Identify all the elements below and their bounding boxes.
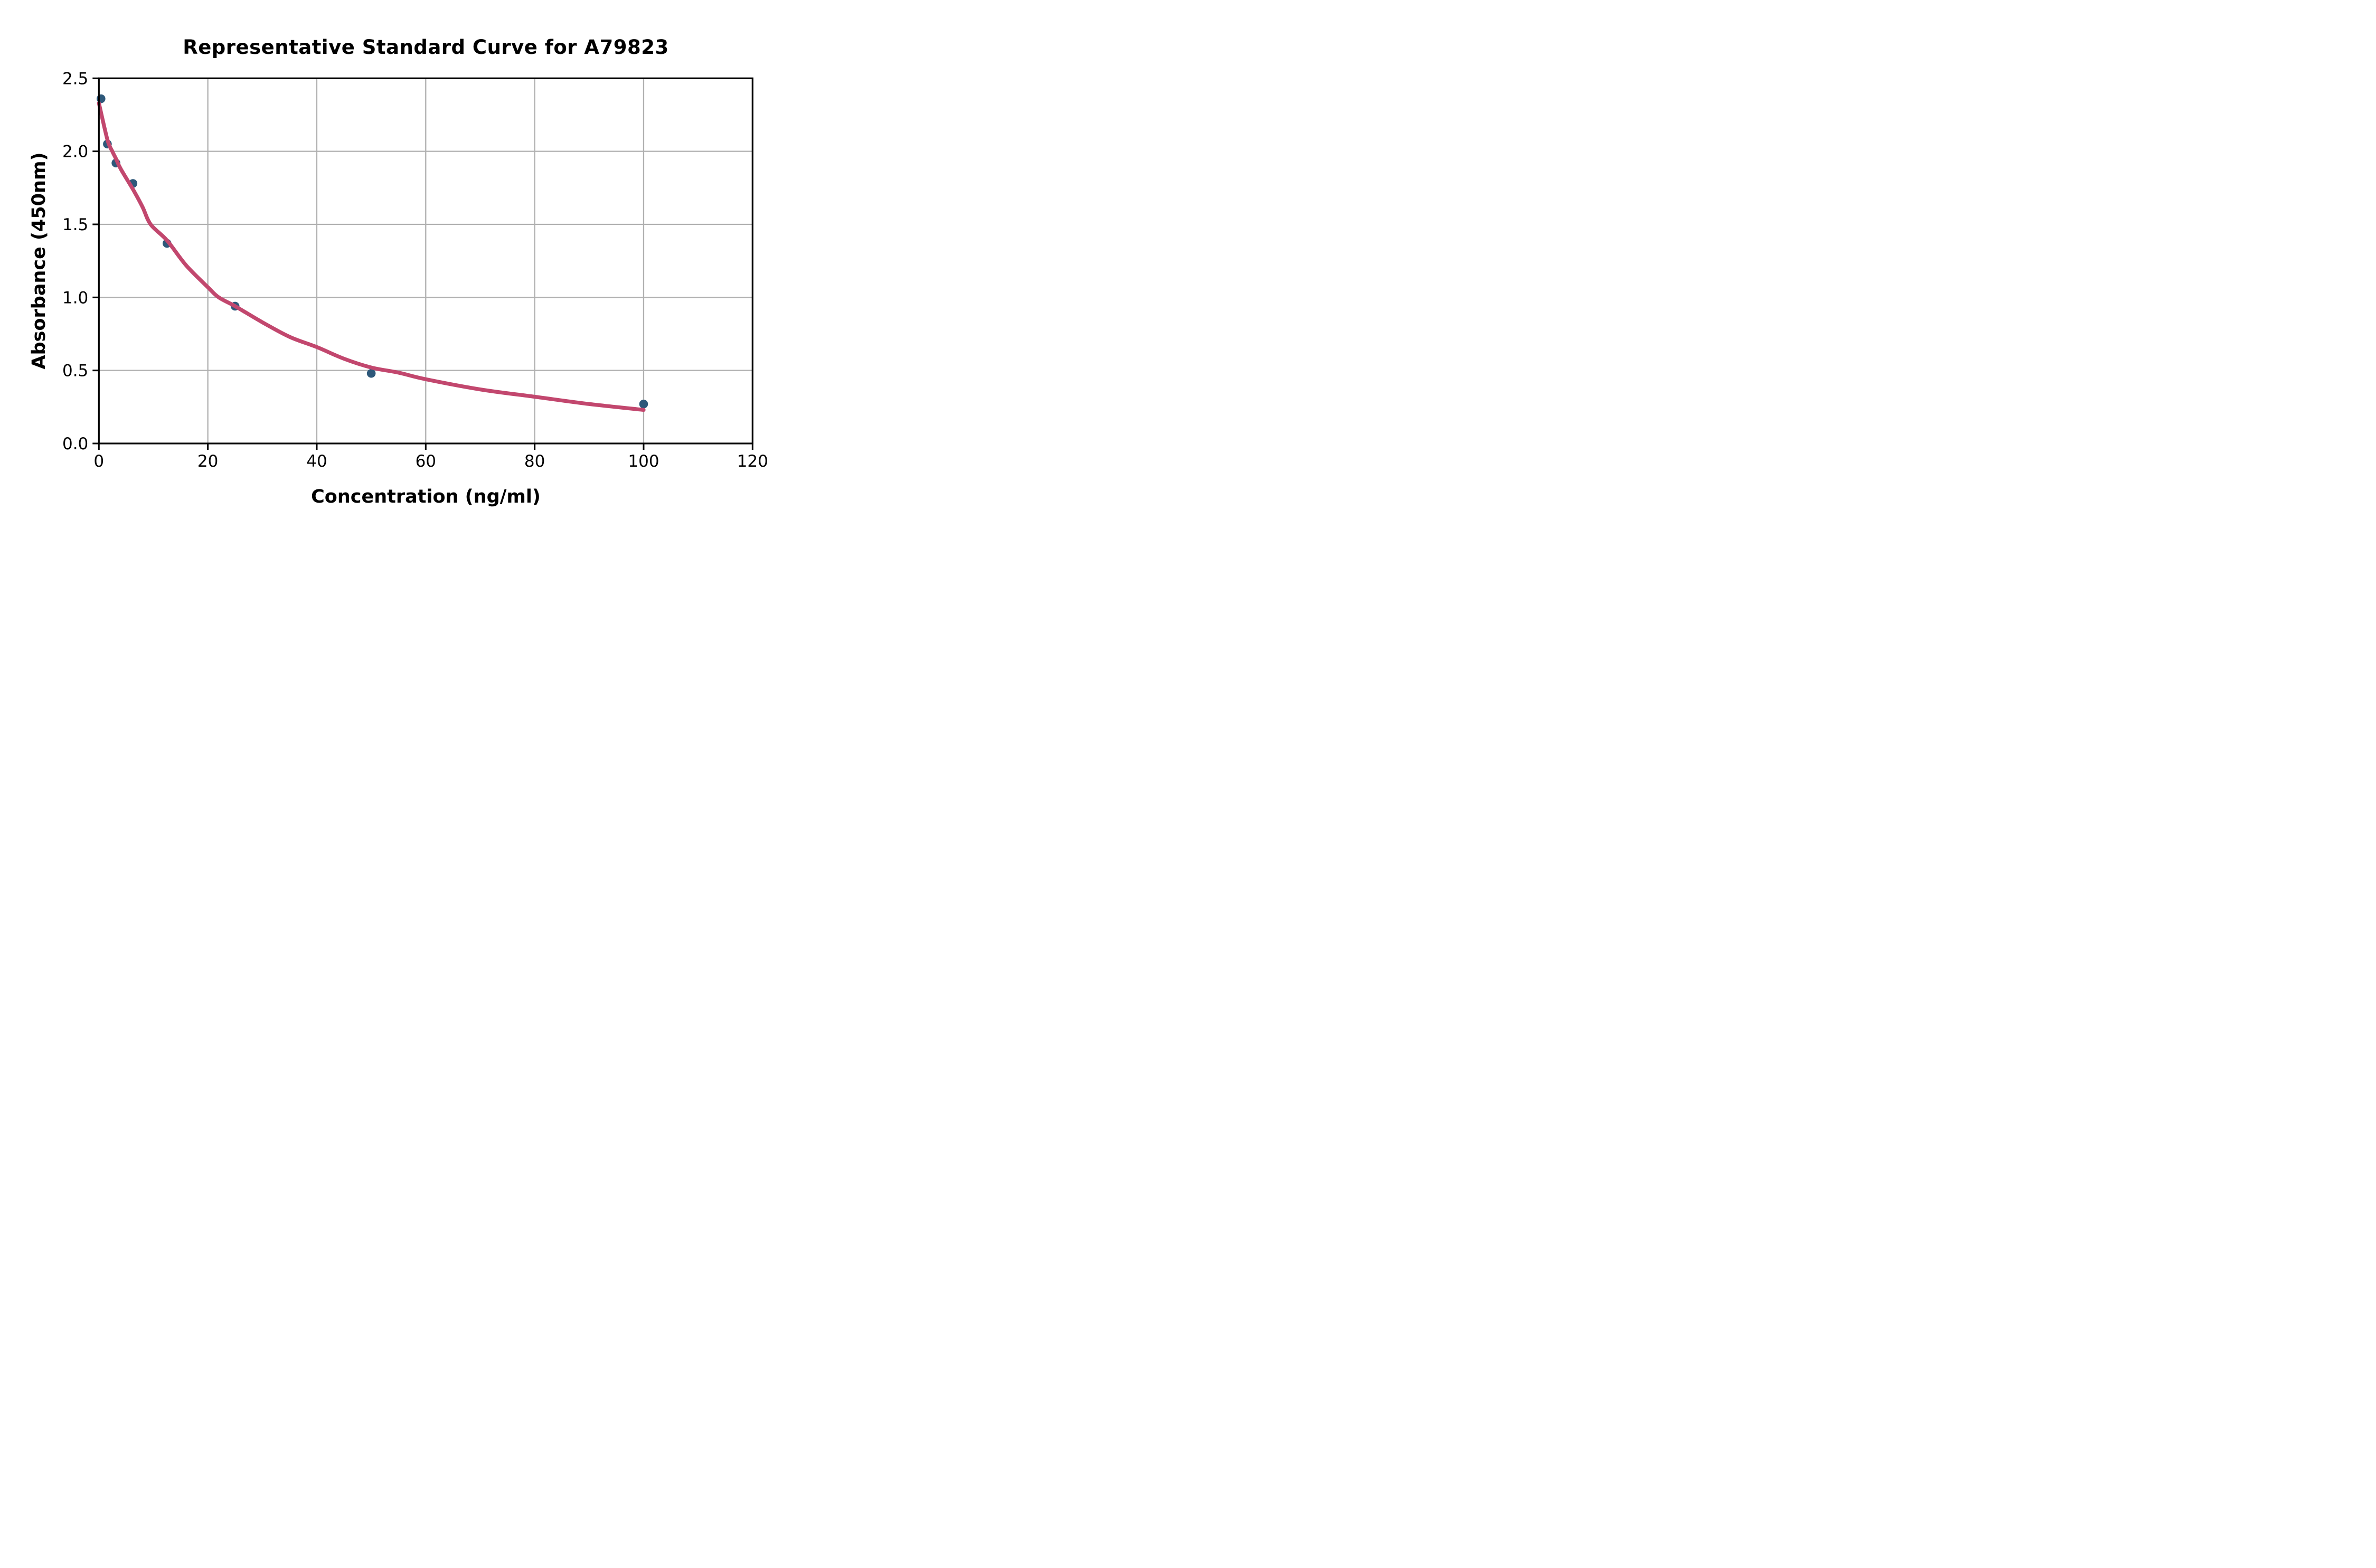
data-point-7 <box>639 399 648 409</box>
y-tick-label-1.0: 1.0 <box>62 288 88 307</box>
y-tick-label-2.0: 2.0 <box>62 143 88 162</box>
figure: Representative Standard Curve for A79823… <box>0 0 792 523</box>
x-tick-label-0: 0 <box>93 452 104 471</box>
y-tick-label-0.5: 0.5 <box>62 362 88 381</box>
y-tick-label-0.0: 0.0 <box>62 434 88 454</box>
y-tick-label-1.5: 1.5 <box>62 215 88 234</box>
plot-canvas: 0 20 40 60 80 100 120 0.0 0.5 1.0 1.5 2.0 2.5 <box>62 69 768 471</box>
y-tick-label-2.5: 2.5 <box>62 69 88 88</box>
x-tick-label-40: 40 <box>306 452 327 471</box>
x-tick-label-100: 100 <box>628 452 659 471</box>
data-point-6 <box>366 369 376 378</box>
chart-title: Representative Standard Curve for A79823 <box>183 36 669 59</box>
x-tick-label-80: 80 <box>524 452 545 471</box>
x-tick-label-120: 120 <box>737 452 768 471</box>
x-tick-label-20: 20 <box>197 452 218 471</box>
fitted-curve <box>97 101 646 412</box>
x-tick-label-60: 60 <box>416 452 436 471</box>
x-axis-title: Concentration (ng/ml) <box>311 486 541 507</box>
